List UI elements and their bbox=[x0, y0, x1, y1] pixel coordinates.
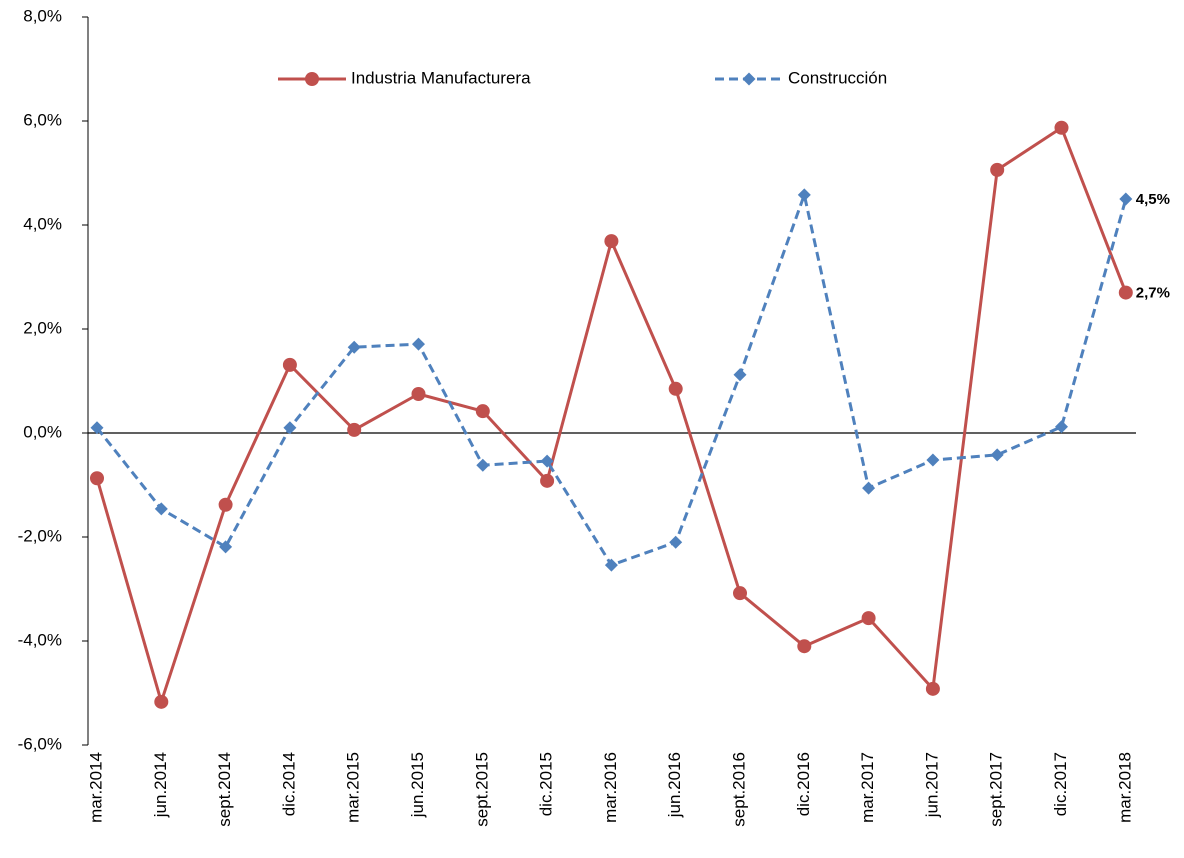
point bbox=[1054, 120, 1069, 135]
x-tick-label: sept.2015 bbox=[472, 752, 491, 827]
y-tick-label: -4,0% bbox=[18, 630, 62, 649]
point bbox=[925, 681, 940, 696]
point bbox=[283, 421, 297, 435]
point bbox=[668, 381, 683, 396]
point bbox=[733, 586, 747, 601]
y-tick-label: 4,0% bbox=[23, 214, 62, 233]
data-label: 2,7% bbox=[1136, 285, 1170, 302]
point bbox=[90, 471, 104, 486]
x-tick-label: dic.2016 bbox=[794, 752, 813, 816]
x-tick-label: jun.2016 bbox=[665, 752, 684, 818]
x-tick-label: sept.2014 bbox=[215, 752, 234, 827]
point bbox=[347, 422, 362, 437]
x-tick-label: sept.2017 bbox=[987, 752, 1006, 827]
x-tick-label: mar.2014 bbox=[86, 752, 105, 823]
legend-label: Construcción bbox=[788, 68, 887, 87]
point bbox=[475, 404, 490, 419]
x-tick-label: mar.2017 bbox=[858, 752, 877, 823]
point bbox=[604, 234, 619, 249]
point bbox=[990, 162, 1005, 177]
point bbox=[219, 540, 233, 554]
point bbox=[90, 421, 104, 435]
y-tick-label: 8,0% bbox=[23, 6, 62, 25]
point bbox=[733, 368, 747, 382]
y-tick-label: 0,0% bbox=[23, 422, 62, 441]
x-tick-label: dic.2017 bbox=[1051, 752, 1070, 816]
point bbox=[669, 535, 683, 549]
x-tick-label: jun.2014 bbox=[151, 752, 170, 818]
point bbox=[412, 337, 425, 351]
x-tick-label: jun.2015 bbox=[408, 752, 427, 818]
point bbox=[604, 558, 618, 572]
point bbox=[154, 694, 169, 709]
series-line bbox=[95, 126, 1128, 704]
point bbox=[926, 453, 940, 467]
point bbox=[797, 639, 812, 654]
point bbox=[797, 188, 811, 202]
point bbox=[305, 72, 319, 86]
x-tick-label: jun.2017 bbox=[922, 752, 941, 818]
y-tick-label: 6,0% bbox=[23, 110, 62, 129]
point bbox=[862, 481, 876, 495]
point bbox=[742, 72, 756, 86]
legend-label: Industria Manufacturera bbox=[351, 68, 531, 87]
point bbox=[1118, 285, 1133, 300]
point bbox=[218, 497, 233, 512]
point bbox=[1055, 420, 1068, 434]
point bbox=[347, 340, 361, 354]
point bbox=[282, 357, 297, 372]
point bbox=[540, 473, 555, 488]
point bbox=[861, 611, 876, 626]
x-tick-label: dic.2015 bbox=[537, 752, 556, 816]
y-tick-label: -6,0% bbox=[18, 734, 62, 753]
point bbox=[540, 454, 554, 468]
point bbox=[476, 458, 490, 472]
x-tick-label: mar.2016 bbox=[601, 752, 620, 823]
point bbox=[990, 448, 1004, 462]
x-tick-label: dic.2014 bbox=[279, 752, 298, 816]
point bbox=[1119, 192, 1133, 206]
point bbox=[154, 502, 168, 516]
y-tick-label: 2,0% bbox=[23, 318, 62, 337]
data-label: 4,5% bbox=[1136, 191, 1170, 208]
x-tick-label: mar.2015 bbox=[344, 752, 363, 823]
point bbox=[411, 387, 426, 401]
y-tick-label: -2,0% bbox=[18, 526, 62, 545]
x-tick-label: mar.2018 bbox=[1115, 752, 1134, 823]
x-tick-label: sept.2016 bbox=[729, 752, 748, 827]
